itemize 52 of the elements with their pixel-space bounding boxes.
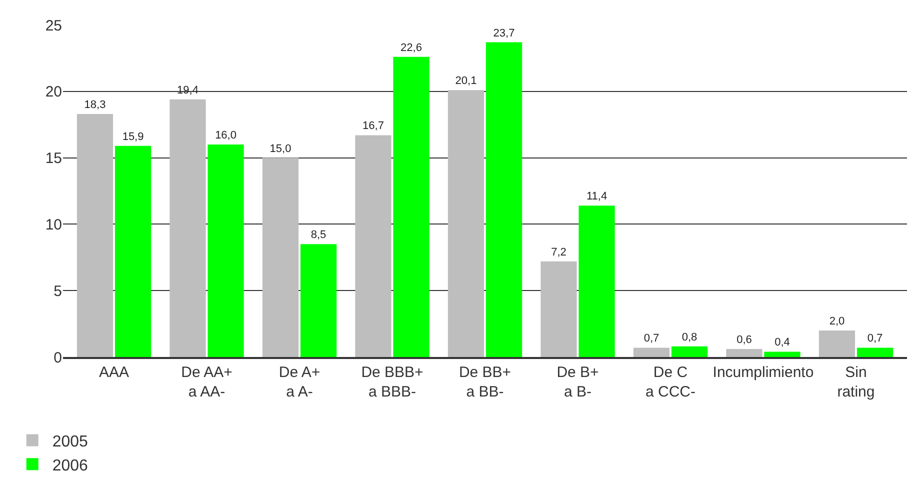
bar	[540, 261, 577, 357]
bar	[448, 90, 484, 357]
bar	[76, 114, 114, 357]
data-label: 8,5	[310, 229, 326, 242]
data-label: 15,9	[122, 130, 144, 143]
bar	[726, 349, 762, 357]
bar	[486, 42, 522, 357]
bar	[764, 352, 800, 357]
x-tick-label: Incumplimiento	[712, 364, 814, 381]
data-label: 7,2	[551, 246, 566, 258]
bar	[208, 144, 244, 357]
x-tick-label: De C a CCC-	[645, 364, 696, 400]
data-label: 20,1	[455, 75, 477, 88]
legend-label: 2005	[52, 434, 88, 451]
data-label: 0,4	[774, 336, 790, 349]
data-label: 16,7	[362, 120, 384, 132]
y-tick-label: 0	[54, 349, 62, 366]
data-label: 0,8	[682, 331, 698, 344]
x-tick-label: De B+ a B-	[556, 364, 600, 400]
bar	[355, 135, 392, 357]
x-tick-label: De BBB+ a BBB-	[361, 364, 424, 400]
y-tick-label: 5	[54, 282, 62, 300]
x-tick-label: De AA+ a AA-	[181, 364, 233, 400]
bar	[818, 330, 856, 357]
bar	[170, 99, 206, 357]
bar	[671, 346, 708, 357]
y-tick-label: 20	[45, 84, 62, 101]
x-tick-label: De A+ a A-	[278, 364, 320, 400]
y-tick-label: 10	[45, 216, 62, 234]
data-label: 15,0	[270, 142, 292, 155]
bar	[856, 348, 894, 357]
bar	[262, 158, 299, 357]
data-label: 0,7	[644, 332, 660, 345]
y-tick-label: 25	[45, 17, 62, 34]
data-label: 0,6	[736, 334, 752, 346]
data-label: 22,6	[400, 42, 422, 54]
data-label: 18,3	[84, 98, 106, 111]
y-tick-label: 15	[45, 150, 62, 168]
x-tick-label: De BB+ a BB-	[458, 364, 512, 400]
legend-label: 2006	[52, 457, 88, 474]
data-label: 2,0	[829, 315, 845, 328]
x-tick-label: Sin rating	[837, 364, 875, 400]
bar	[578, 206, 615, 357]
x-tick-label: AAA	[99, 364, 130, 381]
bar	[393, 56, 430, 357]
data-label: 23,7	[493, 27, 515, 40]
data-label: 11,4	[586, 190, 608, 203]
data-label: 16,0	[215, 130, 236, 142]
bar	[633, 348, 670, 357]
data-label: 0,7	[867, 332, 883, 345]
bar	[300, 244, 337, 357]
bar	[114, 146, 152, 357]
